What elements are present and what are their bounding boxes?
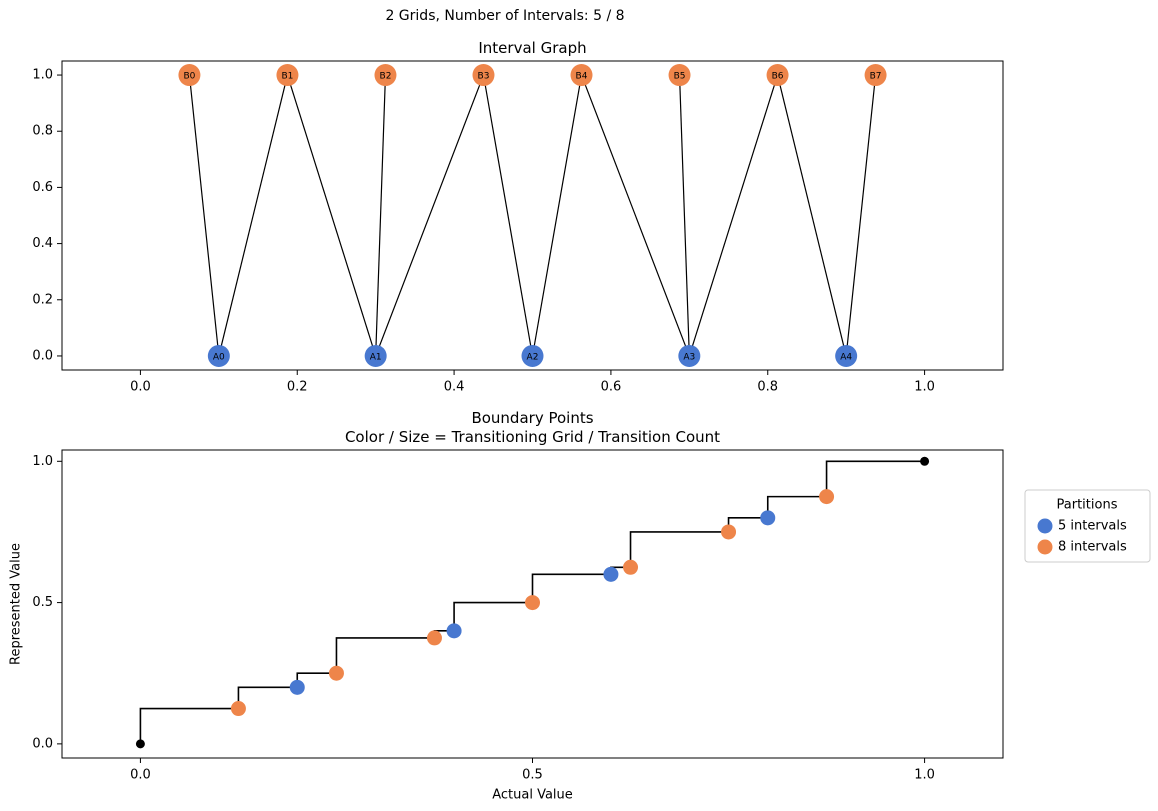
legend-marker	[1037, 518, 1053, 534]
node-label: B7	[870, 72, 882, 82]
legend-box	[1024, 489, 1151, 563]
point	[603, 566, 619, 582]
y-tick-label: 0.6	[32, 180, 53, 195]
point	[289, 679, 305, 695]
subplot-title: Interval Graph	[478, 39, 586, 57]
point	[623, 559, 639, 575]
subplot: Boundary Points Color / Size = Transition…	[9, 409, 1151, 803]
legend-label: 5 intervals	[1058, 519, 1127, 534]
x-tick-label: 0.6	[601, 380, 622, 395]
point	[819, 489, 835, 505]
node	[678, 344, 701, 367]
point	[328, 665, 344, 681]
point	[426, 630, 442, 646]
x-tick-label: 0.2	[287, 380, 308, 395]
x-tick-label: 0.5	[522, 768, 543, 783]
x-tick-label: 0.0	[130, 768, 151, 783]
y-tick-label: 0.5	[32, 595, 53, 610]
edge	[776, 74, 847, 357]
edge	[286, 74, 377, 357]
node-label: B4	[576, 72, 588, 82]
node	[766, 64, 789, 87]
node-label: A3	[683, 352, 695, 362]
node	[864, 64, 887, 87]
point	[760, 510, 776, 526]
y-axis-label: Represented Value	[9, 543, 24, 665]
node	[835, 344, 858, 367]
node	[364, 344, 387, 367]
node	[668, 64, 691, 87]
y-tick-label: 0.2	[32, 292, 53, 307]
node-label: B6	[772, 72, 784, 82]
x-tick-label: 1.0	[914, 768, 935, 783]
edge	[482, 74, 534, 357]
subplot: Interval Graph 0.0 0.2 0.4 0.6 0.8 1.0 0.0 0.2 0.…	[32, 39, 1004, 395]
node-label: A2	[527, 352, 539, 362]
edge	[678, 75, 690, 356]
legend-marker	[1037, 539, 1053, 555]
node	[178, 64, 201, 87]
node	[521, 344, 544, 367]
edge	[375, 74, 485, 357]
x-tick-label: 0.4	[444, 380, 465, 395]
node-label: B5	[674, 72, 686, 82]
edge	[188, 74, 220, 357]
legend-label: 8 intervals	[1058, 540, 1127, 555]
edge	[580, 74, 690, 357]
y-tick-label: 0.8	[32, 124, 53, 139]
step-marker	[135, 739, 145, 749]
step-marker	[920, 456, 930, 466]
axes-frame	[61, 60, 1004, 371]
node	[374, 64, 397, 87]
node-label: B2	[380, 72, 392, 82]
edge	[531, 74, 583, 357]
y-tick-label: 1.0	[32, 454, 53, 469]
node	[570, 64, 593, 87]
x-axis-label: Actual Value	[492, 788, 573, 803]
point	[525, 595, 540, 611]
node	[472, 64, 495, 87]
y-tick-label: 0.4	[32, 236, 53, 251]
y-tick-label: 1.0	[32, 68, 53, 83]
node	[276, 64, 299, 87]
y-tick-label: 0.0	[32, 736, 53, 751]
node-label: A1	[370, 352, 382, 362]
node-label: B0	[183, 72, 195, 82]
node-label: A0	[213, 352, 225, 362]
point	[721, 524, 737, 540]
figure-title: 2 Grids, Number of Intervals: 5 / 8	[385, 8, 624, 24]
node	[207, 344, 230, 367]
legend-title: Partitions	[1057, 498, 1118, 513]
edge	[845, 74, 877, 357]
node-label: A4	[840, 352, 852, 362]
x-tick-label: 0.0	[130, 380, 151, 395]
edge	[375, 75, 387, 356]
axes-frame	[61, 449, 1004, 759]
point	[230, 701, 246, 717]
x-tick-label: 1.0	[914, 380, 935, 395]
node-label: B1	[281, 72, 293, 82]
point	[446, 623, 462, 639]
subplot-title: Boundary Points Color / Size = Transition…	[345, 409, 720, 446]
edge	[218, 74, 289, 357]
y-tick-label: 0.0	[32, 348, 53, 363]
x-tick-label: 0.8	[757, 380, 778, 395]
node-label: B3	[478, 72, 490, 82]
edge	[688, 74, 779, 357]
